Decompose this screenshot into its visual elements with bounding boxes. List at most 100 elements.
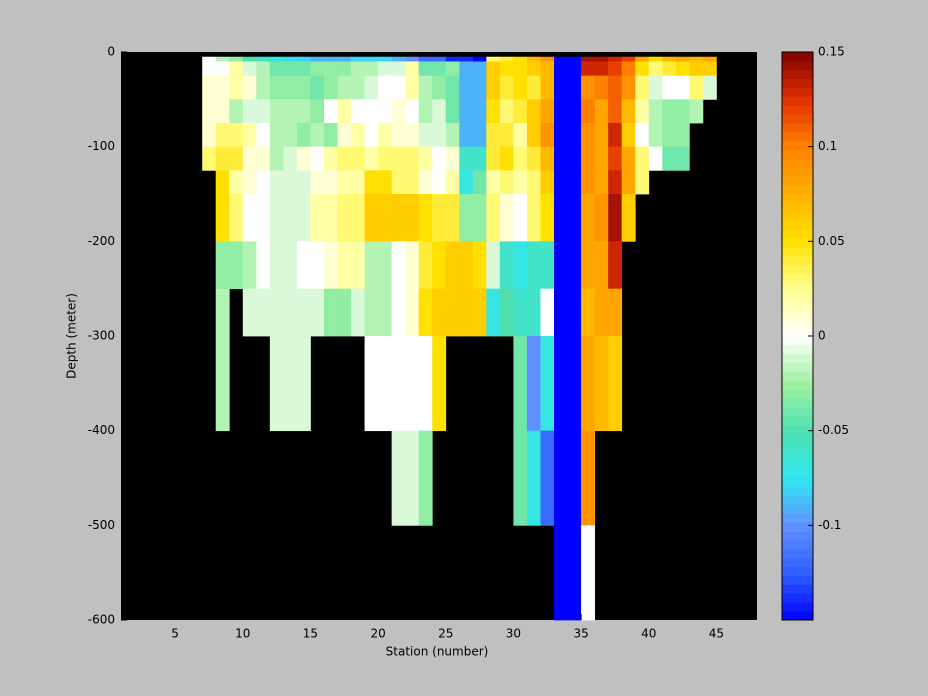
heat-cell xyxy=(269,123,284,148)
colorbar-step xyxy=(782,469,813,479)
colorbar-step xyxy=(782,238,813,248)
heat-cell xyxy=(608,194,623,242)
heat-cell xyxy=(621,61,636,77)
heat-cell xyxy=(405,288,420,337)
heat-cell xyxy=(581,241,596,290)
heat-cell xyxy=(378,123,393,148)
heat-cell xyxy=(472,99,487,124)
heat-cell xyxy=(581,56,596,62)
heat-cell xyxy=(364,241,379,290)
heat-cell xyxy=(445,99,460,124)
heat-cell xyxy=(310,241,325,290)
heat-cell xyxy=(554,288,568,337)
heat-cell xyxy=(256,61,271,77)
heat-cell xyxy=(296,75,311,100)
heat-cell xyxy=(635,170,650,195)
colorbar-step xyxy=(782,460,813,470)
heat-cell xyxy=(662,146,677,171)
heat-cell xyxy=(418,61,433,77)
colorbar-step xyxy=(782,371,813,381)
heat-cell xyxy=(459,241,474,290)
heat-cell xyxy=(540,288,555,337)
heat-cell xyxy=(648,61,663,77)
heat-cell xyxy=(378,241,393,290)
heat-cell xyxy=(513,241,528,290)
colorbar-step xyxy=(782,87,813,97)
heat-cell xyxy=(608,336,623,432)
heat-cell xyxy=(405,194,420,242)
heat-cell xyxy=(405,430,420,526)
x-tick-label: 25 xyxy=(438,627,453,641)
heat-cell xyxy=(283,75,298,100)
heat-cell xyxy=(513,430,528,526)
heat-cell xyxy=(459,194,474,242)
heat-cell xyxy=(215,336,230,432)
heat-cell xyxy=(581,430,596,526)
heat-cell xyxy=(242,75,257,100)
heat-cell xyxy=(526,241,541,290)
heat-cell xyxy=(499,288,514,337)
heat-cell xyxy=(351,123,365,148)
heat-cell xyxy=(229,170,244,195)
heat-cell xyxy=(513,146,528,171)
heat-cell xyxy=(215,56,230,62)
y-tick-label: -300 xyxy=(88,329,115,343)
heat-cell xyxy=(459,288,474,337)
colorbar-step xyxy=(782,291,813,301)
colorbar-step xyxy=(782,131,813,142)
heat-cell xyxy=(432,288,447,337)
colorbar-step xyxy=(782,602,813,612)
heat-cell xyxy=(540,430,555,526)
heat-cell xyxy=(581,336,596,432)
heat-cell xyxy=(594,61,609,77)
heat-cell xyxy=(689,61,704,77)
heat-cell xyxy=(351,61,365,77)
colorbar-step xyxy=(782,265,813,275)
colorbar-step xyxy=(782,584,813,594)
x-tick-label: 30 xyxy=(506,627,521,641)
heat-cell xyxy=(621,123,636,148)
heat-cell xyxy=(229,123,244,148)
heat-cell xyxy=(391,99,406,124)
heat-cell xyxy=(256,75,271,100)
heat-cell xyxy=(526,61,541,77)
heat-cell xyxy=(337,170,352,195)
heat-cell xyxy=(215,146,230,171)
colorbar-step xyxy=(782,140,813,151)
heat-cell xyxy=(608,146,623,171)
heat-cell xyxy=(526,194,541,242)
heat-cell xyxy=(459,99,474,124)
heat-cell xyxy=(472,56,487,62)
colorbar-step xyxy=(782,176,813,186)
heat-cell xyxy=(554,430,568,526)
heat-cell xyxy=(351,75,365,100)
heat-cell xyxy=(513,336,528,432)
heat-cell xyxy=(405,146,420,171)
heat-cell xyxy=(337,99,352,124)
heat-cell xyxy=(310,288,325,337)
heat-cell xyxy=(310,194,325,242)
colorbar-step xyxy=(782,504,813,514)
heat-cell xyxy=(486,123,501,148)
colorbar-step xyxy=(782,247,813,257)
colorbar-step xyxy=(782,424,813,435)
heat-cell xyxy=(296,241,311,290)
heat-cell xyxy=(459,146,474,171)
heat-cell xyxy=(526,170,541,195)
heat-cell xyxy=(323,123,338,148)
heat-cell xyxy=(405,336,420,432)
heat-cell xyxy=(215,61,230,77)
colorbar-step xyxy=(782,389,813,399)
heat-cell xyxy=(540,61,555,77)
heat-cell xyxy=(378,56,393,62)
heat-cell xyxy=(269,146,284,171)
colorbar-step xyxy=(782,522,813,532)
heat-cell xyxy=(418,146,433,171)
heat-cell xyxy=(608,61,623,77)
heat-cell xyxy=(405,56,420,62)
heat-cell xyxy=(378,288,393,337)
heat-cell xyxy=(418,75,433,100)
colorbar-step xyxy=(782,220,813,230)
heat-cell xyxy=(567,194,582,242)
heat-cell xyxy=(675,146,690,171)
